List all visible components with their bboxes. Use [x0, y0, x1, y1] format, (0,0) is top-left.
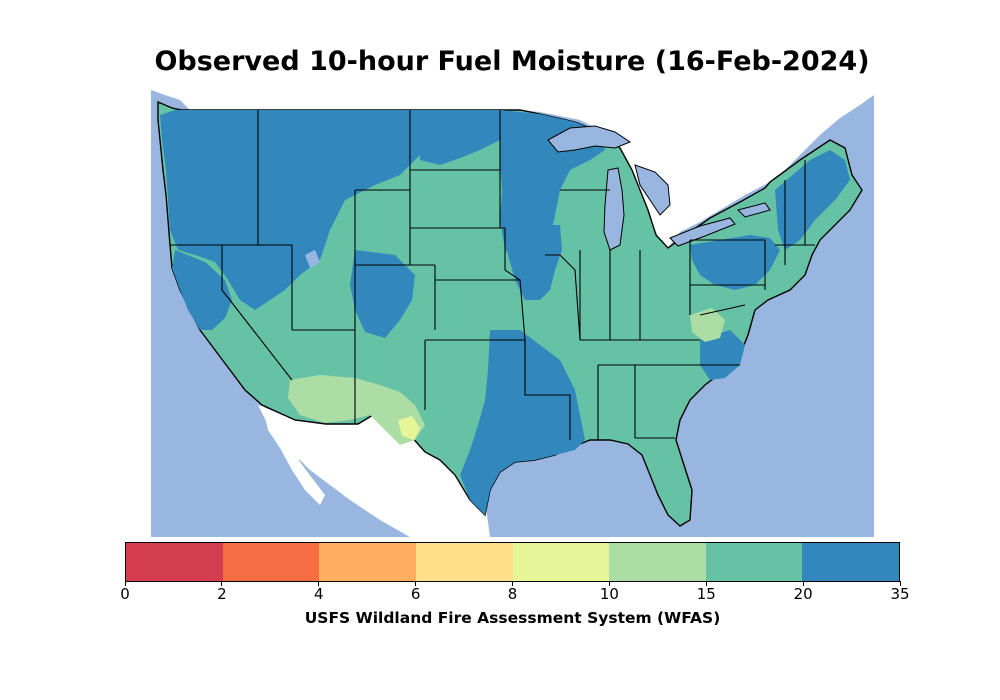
lake-michigan [603, 167, 625, 251]
canada-land [151, 85, 874, 248]
map-title: Observed 10-hour Fuel Moisture (16-Feb-2… [154, 46, 870, 77]
colorbar-segment-8-10 [512, 543, 610, 581]
colorbar-segment-20-35 [802, 543, 899, 581]
colorbar-tick-label: 4 [313, 585, 324, 603]
colorbar-tick: 10 [589, 581, 629, 603]
colorbar-tick-label: 0 [120, 585, 130, 603]
colorbar-tick-label: 8 [507, 585, 518, 603]
colorbar-segment-10-15 [609, 543, 706, 581]
mexico-land [258, 405, 490, 537]
moisture-zone-new-england [775, 150, 850, 250]
moisture-zone-ca-coast [172, 250, 232, 330]
colorbar-label: USFS Wildland Fire Assessment System (WF… [304, 609, 721, 627]
baja-land [262, 405, 325, 505]
great-salt-lake [305, 250, 320, 268]
moisture-zone-carolina-coast [700, 330, 745, 380]
colorbar-tick: 20 [783, 581, 823, 603]
colorbar-tick: 15 [686, 581, 726, 603]
colorbar-tick: 6 [396, 581, 436, 603]
moisture-zone-montana-east [420, 110, 500, 165]
moisture-zone-northwest [160, 110, 420, 310]
moisture-zone-northeast [690, 235, 780, 290]
moisture-zone-south-central [460, 330, 585, 515]
colorbar-tick-label: 2 [217, 585, 227, 603]
moisture-zone-west-texas [398, 416, 420, 440]
colorbar-tick-label: 20 [793, 585, 813, 603]
colorbar-tick: 2 [202, 581, 242, 603]
colorbar-tick-label: 6 [410, 585, 421, 603]
colorbar-tick-label: 10 [599, 585, 619, 603]
colorbar-segment-6-8 [415, 543, 513, 581]
moisture-zone-utah [350, 250, 415, 338]
colorbar-tick: 0 [105, 581, 145, 603]
colorbar-tick: 35 [880, 581, 920, 603]
lake-ontario [737, 202, 771, 218]
colorbar-tick: 8 [493, 581, 533, 603]
moisture-zone-iowa-missouri [505, 225, 562, 300]
colorbar-ticks: 0 2 4 6 8 10 15 20 35 [120, 581, 910, 603]
state-borders [170, 110, 815, 440]
lake-erie [669, 217, 736, 247]
colorbar-tick: 4 [299, 581, 339, 603]
lake-huron [634, 164, 671, 216]
colorbar-tick-label: 15 [696, 585, 716, 603]
colorbar-segment-4-6 [319, 543, 416, 581]
colorbar-segment-0-2 [126, 543, 223, 581]
lake-superior [547, 125, 632, 153]
colorbar-segment-2-4 [222, 543, 320, 581]
colorbar-segment-15-20 [705, 543, 803, 581]
colorbar [125, 542, 900, 582]
moisture-zone-southwest [288, 375, 425, 445]
moisture-zone-virginia [690, 308, 725, 342]
colorbar-tick-label: 35 [890, 585, 910, 603]
